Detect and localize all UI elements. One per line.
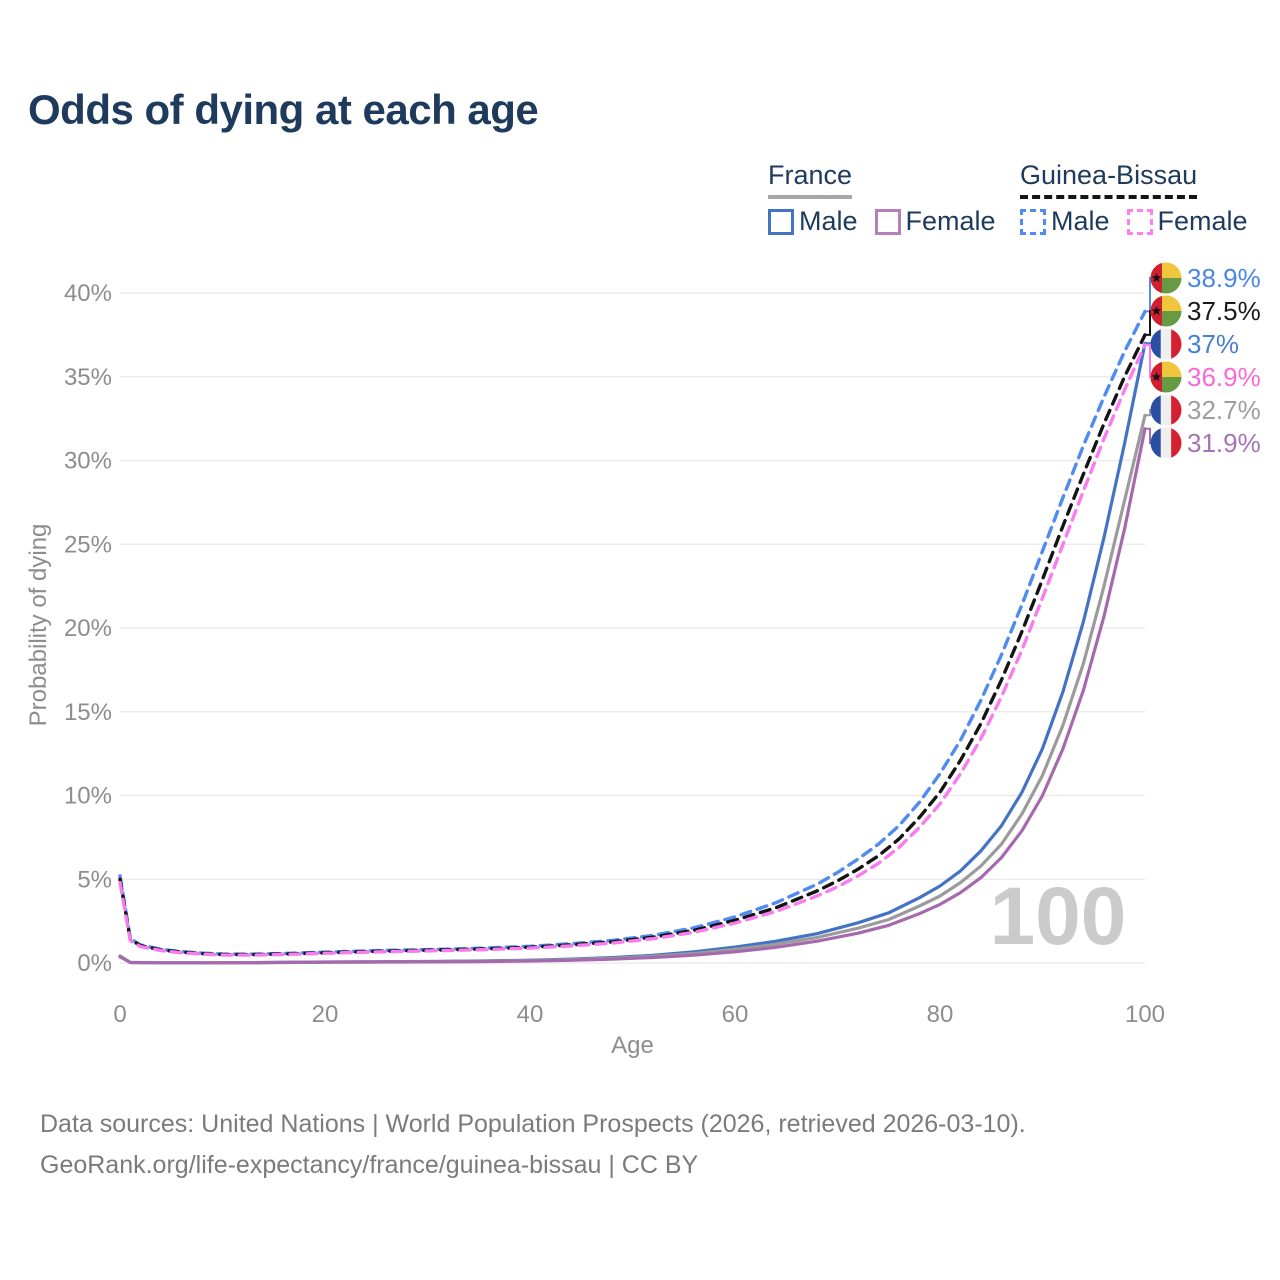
legend-header-france[interactable]: France <box>768 160 853 199</box>
end-value-label: 37.5% <box>1187 296 1261 326</box>
legend-item-label: Male <box>1051 206 1110 236</box>
checkbox-swatch-guinea-bissau-female <box>1126 208 1153 235</box>
x-tick-label: 100 <box>1125 1001 1165 1028</box>
checkbox-swatch-guinea-bissau-male <box>1020 208 1046 235</box>
legend-item-label: Female <box>905 206 996 236</box>
x-tick-label: 60 <box>722 1001 749 1028</box>
guinea-bissau-flag-icon <box>1150 361 1182 393</box>
y-tick-label: 40% <box>64 280 112 307</box>
footer-line-1: Data sources: United Nations | World Pop… <box>40 1110 1026 1138</box>
series-line-france-female <box>118 427 1147 965</box>
legend-group-france: France Male Female <box>768 160 996 237</box>
checkbox-swatch-france-female <box>874 208 901 235</box>
y-tick-label: 35% <box>64 364 112 391</box>
end-label-connector <box>1146 310 1151 336</box>
legend-item-label: Female <box>1157 206 1248 236</box>
guinea-bissau-flag-icon <box>1150 295 1182 327</box>
series-line-guinea-bissau-combined <box>118 333 1147 957</box>
end-label-connector <box>1146 427 1151 444</box>
data-source-footer: Data sources: United Nations | World Pop… <box>40 1104 1026 1186</box>
end-label-connector <box>1146 409 1151 417</box>
chart-title: Odds of dying at each age <box>28 86 539 133</box>
end-label-connector <box>1146 342 1151 345</box>
x-axis-title: Age <box>611 1032 654 1059</box>
y-axis-title: Probability of dying <box>25 524 52 727</box>
france-flag-icon <box>1150 394 1182 426</box>
x-tick-label: 20 <box>312 1001 339 1028</box>
x-tick-label: 80 <box>927 1001 954 1028</box>
legend-header-guinea-bissau[interactable]: Guinea-Bissau <box>1020 160 1198 199</box>
y-tick-label: 5% <box>77 866 112 893</box>
x-tick-label: 0 <box>113 1001 126 1028</box>
legend-item-label: Male <box>799 206 858 236</box>
x-tick-label: 40 <box>517 1001 544 1028</box>
end-value-label: 32.7% <box>1187 395 1261 425</box>
legend-items-france: Male Female <box>768 206 996 237</box>
end-value-label: 31.9% <box>1187 428 1261 458</box>
y-tick-label: 25% <box>64 531 112 558</box>
footer-line-2: GeoRank.org/life-expectancy/france/guine… <box>40 1151 699 1179</box>
age-watermark: 100 <box>990 871 1127 962</box>
france-flag-icon <box>1150 328 1182 360</box>
end-value-label: 37% <box>1187 329 1239 359</box>
legend-items-guinea-bissau: Male Female <box>1020 206 1248 237</box>
series-line-guinea-bissau-male <box>118 309 1147 956</box>
legend-item-france-male[interactable]: Male <box>768 206 858 237</box>
legend-item-guinea-bissau-male[interactable]: Male <box>1020 206 1110 237</box>
legend-group-guinea-bissau: Guinea-Bissau Male Female <box>1020 160 1248 237</box>
guinea-bissau-flag-icon <box>1150 262 1182 294</box>
france-flag-icon <box>1150 427 1182 459</box>
end-label-connector <box>1146 277 1151 313</box>
series-line-guinea-bissau-female <box>118 343 1147 957</box>
end-label-connector <box>1146 343 1151 378</box>
y-tick-label: 15% <box>64 699 112 726</box>
series-line-france-male <box>118 341 1147 965</box>
legend-item-france-female[interactable]: Female <box>874 206 996 237</box>
y-tick-label: 30% <box>64 448 112 475</box>
y-tick-label: 10% <box>64 783 112 810</box>
y-tick-label: 20% <box>64 615 112 642</box>
y-tick-label: 0% <box>77 950 112 977</box>
legend-item-guinea-bissau-female[interactable]: Female <box>1126 206 1248 237</box>
end-value-label: 38.9% <box>1187 263 1261 293</box>
checkbox-swatch-france-male <box>768 208 794 235</box>
end-value-label: 36.9% <box>1187 362 1261 392</box>
